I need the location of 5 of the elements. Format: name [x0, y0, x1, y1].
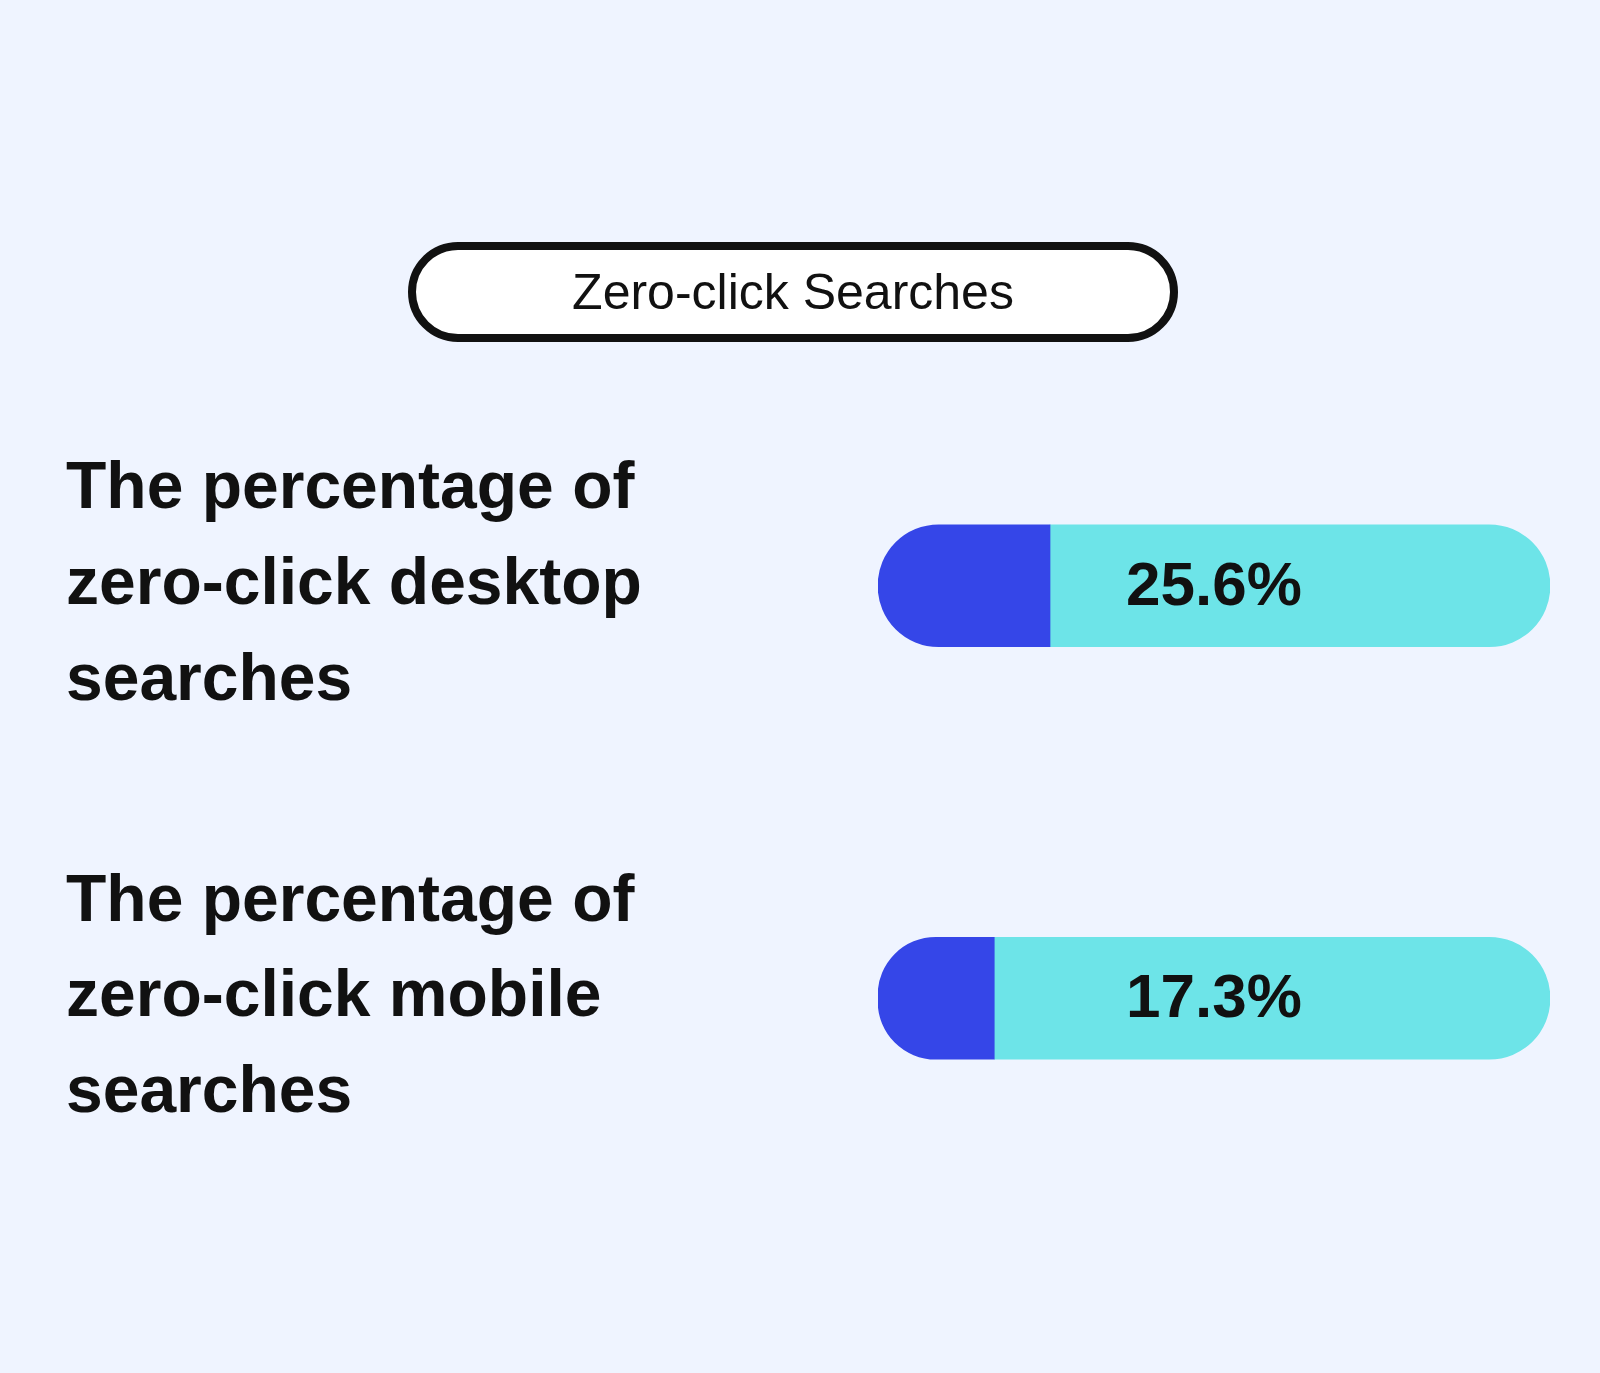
chart-title: Zero-click Searches: [408, 242, 1178, 342]
data-label: 17.3%: [1126, 961, 1302, 1031]
y-tick-label: The percentage of zero-click desktop searches: [66, 448, 642, 714]
y-tick-label: The percentage of zero-click mobile searches: [66, 860, 636, 1127]
data-label: 25.6%: [1126, 548, 1302, 618]
